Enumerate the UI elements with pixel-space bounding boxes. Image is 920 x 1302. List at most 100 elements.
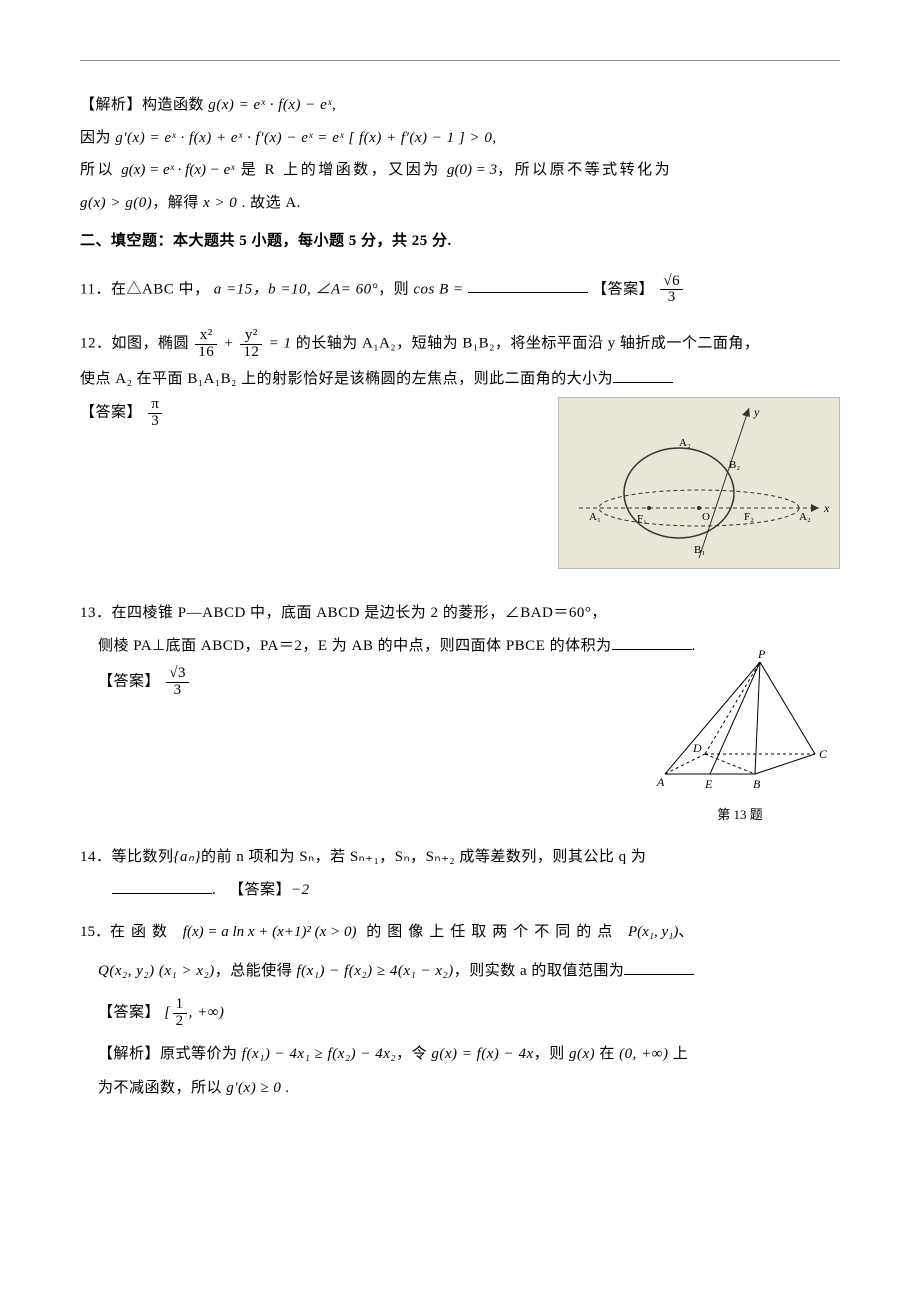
q15-expl-eq1: f(x₁) − 4x₁ ≥ f(x₂) − 4x₂ <box>242 1046 396 1062</box>
q15-num: 15． <box>80 924 110 940</box>
q15-explain-2: 为不减函数，所以 g′(x) ≥ 0 . <box>98 1074 840 1103</box>
prelude-line-4: g(x) > g(0)，解得 x > 0 . 故选 A. <box>80 189 840 218</box>
q13-num: 13． <box>80 605 112 621</box>
q11-ans-den: 3 <box>660 290 683 306</box>
svg-text:A: A <box>656 775 665 789</box>
q15-ans-num: 1 <box>173 997 187 1014</box>
prelude-1a: 构造函数 <box>142 97 204 113</box>
q14-num: 14． <box>80 849 112 865</box>
q15-c: ，总能使得 <box>215 963 293 979</box>
svg-text:P: P <box>757 647 766 661</box>
prelude-line-1: 【解析】构造函数 g(x) = eˣ · f(x) − eˣ, <box>80 91 840 120</box>
q11: 11．在△ABC 中， a =15，b =10, ∠A= 60°，则 cos B… <box>80 274 840 307</box>
svg-text:C: C <box>819 747 828 761</box>
q12-den2: 12 <box>240 345 262 361</box>
page: 【解析】构造函数 g(x) = eˣ · f(x) − eˣ, 因为 g′(x)… <box>0 0 920 1302</box>
q12-ans-den: 3 <box>148 414 162 430</box>
q12-rhs: = 1 <box>264 336 291 352</box>
analysis-label: 【解析】 <box>98 1046 160 1062</box>
q12-line2-text: 使点 A₂ 在平面 B₁A₁B₂ 上的射影恰好是该椭圆的左焦点，则此二面角的大小… <box>80 371 613 387</box>
q11-a: 在△ABC 中， <box>111 281 210 297</box>
q15-expl-eq2: g(x) = f(x) − 4x <box>431 1046 533 1062</box>
q12-frac2: y² 12 <box>240 328 262 361</box>
q11-givens: a =15，b =10, ∠A= 60° <box>214 281 378 297</box>
pyramid-diagram-icon: P A B C D E <box>645 644 835 794</box>
q12-ans-frac: π 3 <box>148 397 162 430</box>
svg-text:F₂: F₂ <box>744 511 754 523</box>
prelude-4a: g(x) > g(0) <box>80 195 152 211</box>
svg-text:B: B <box>753 777 761 791</box>
answer-label: 【答案】 <box>592 281 654 297</box>
q15-expl-c: ，则 <box>534 1046 565 1062</box>
q12-b: 的长轴为 A₁A₂，短轴为 B₁B₂，将坐标平面沿 y 轴折成一个二面角， <box>296 336 760 352</box>
q12-plus: + <box>219 336 238 352</box>
svg-text:x: x <box>823 501 830 515</box>
q12-line1: 12．如图，椭圆 x² 16 + y² 12 = 1 的长轴为 A₁A₂，短轴为… <box>80 328 840 361</box>
q11-blank <box>468 292 588 293</box>
prelude-4c: x > 0 <box>203 195 237 211</box>
q12-frac1: x² 16 <box>195 328 217 361</box>
q15-p: P(x₁, y₁) <box>628 924 678 940</box>
top-rule <box>80 60 840 61</box>
svg-text:B₂: B₂ <box>729 459 740 471</box>
q15-condx: (x₁ > x₂) <box>159 963 215 979</box>
q13-ans-den: 3 <box>166 683 189 699</box>
q11-ans-frac: √6 3 <box>660 274 683 307</box>
section-2-title: 二、填空题：本大题共 5 小题，每小题 5 分，共 25 分. <box>80 227 840 256</box>
q15-expl-e: 上 <box>673 1046 689 1062</box>
prelude-3d: g(0) = 3 <box>447 162 497 178</box>
svg-text:F₁: F₁ <box>637 513 647 525</box>
svg-text:E: E <box>704 777 713 791</box>
q11-b: ，则 <box>378 281 409 297</box>
q15-ans-den: 2 <box>173 1014 187 1030</box>
svg-text:A₁: A₁ <box>589 511 601 523</box>
q13-l1: 在四棱锥 P—ABCD 中，底面 ABCD 是边长为 2 的菱形，∠BAD＝60… <box>112 605 607 621</box>
q15-q: Q(x₂, y₂) <box>98 963 155 979</box>
q11-answer: 【答案】 √6 3 <box>592 274 685 307</box>
q15-d: ，则实数 a 的取值范围为 <box>454 963 625 979</box>
q11-num: 11． <box>80 281 111 297</box>
prelude-line-3: 所以 g(x) = eˣ · f(x) − eˣ 是 R 上的增函数，又因为 g… <box>80 156 840 185</box>
prelude-4b: ，解得 <box>152 195 199 211</box>
q15-expl-eq3: g(x) <box>569 1046 595 1062</box>
q15-line1: 15．在函数 f(x) = a ln x + (x+1)² (x > 0) 的图… <box>80 918 840 947</box>
prelude-2b: g′(x) = eˣ · f(x) + eˣ · f′(x) − eˣ = eˣ… <box>115 130 496 146</box>
q12-a: 如图，椭圆 <box>112 336 190 352</box>
analysis-label: 【解析】 <box>80 97 142 113</box>
prelude-line-2: 因为 g′(x) = eˣ · f(x) + eˣ · f′(x) − eˣ =… <box>80 124 840 153</box>
prelude-3e: ，所以原不等式转化为 <box>497 162 672 178</box>
prelude-4d: . 故选 A. <box>242 195 301 211</box>
svg-text:y: y <box>753 405 760 419</box>
q15-expl-l2a: 为不减函数，所以 <box>98 1080 222 1096</box>
q15-ans-open: [ <box>164 1005 170 1021</box>
q15-expl-eq5: g′(x) ≥ 0 . <box>226 1080 290 1096</box>
q12-blank <box>613 382 673 383</box>
q14-a: 等比数列 <box>112 849 174 865</box>
q12-ans-num: π <box>148 397 162 414</box>
q15-ineq: f(x₁) − f(x₂) ≥ 4(x₁ − x₂) <box>296 963 453 979</box>
q14-seq: {aₙ} <box>174 849 201 865</box>
q15-answer: 【答案】 [ 1 2 , +∞) <box>98 997 840 1030</box>
q13-blank <box>612 649 692 650</box>
q14-ans: −2 <box>291 882 310 898</box>
q15-expl-eq4: (0, +∞) <box>619 1046 668 1062</box>
answer-label: 【答案】 <box>98 674 160 690</box>
q13-ans-frac: √3 3 <box>166 666 189 699</box>
q12-figure: x y A₁ A₂ B₂ B₁ F₁ F₂ O A₂ <box>558 397 840 569</box>
q15-line2: Q(x₂, y₂) (x₁ > x₂)，总能使得 f(x₁) − f(x₂) ≥… <box>80 957 840 986</box>
prelude-2a: 因为 <box>80 130 111 146</box>
q15-a: 在函数 <box>110 924 173 940</box>
q15-expl-a: 原式等价为 <box>160 1046 238 1062</box>
q13-figure-wrap: P A B C D E 第 13 题 <box>640 644 840 827</box>
q15-blank <box>624 974 694 975</box>
prelude-1b: g(x) = eˣ · f(x) − eˣ, <box>208 97 336 113</box>
q15-ans-close: , +∞) <box>189 1005 225 1021</box>
q11-expr: cos B = <box>413 281 468 297</box>
svg-text:D: D <box>692 741 702 755</box>
q14-blank <box>112 893 212 894</box>
q15-explain-1: 【解析】原式等价为 f(x₁) − 4x₁ ≥ f(x₂) − 4x₂，令 g(… <box>98 1040 840 1069</box>
q12-num1: x² <box>195 328 217 345</box>
q15-fx: f(x) = a ln x + (x+1)² (x > 0) <box>183 924 357 940</box>
q12-den1: 16 <box>195 345 217 361</box>
svg-text:A₂: A₂ <box>799 511 811 523</box>
